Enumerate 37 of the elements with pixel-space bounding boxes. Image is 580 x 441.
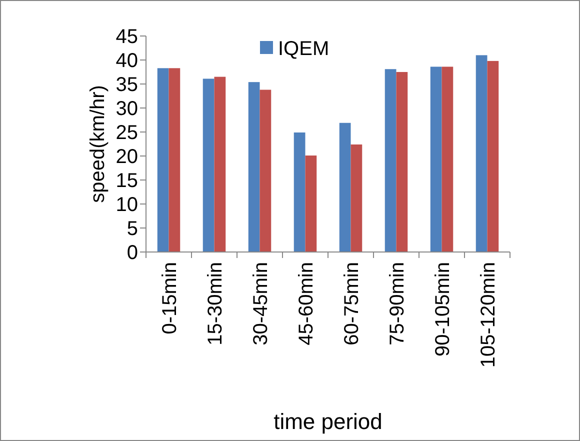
y-tick-label: 25 (116, 122, 138, 144)
y-tick-label: 30 (116, 98, 138, 120)
bar (339, 122, 351, 252)
bar (430, 66, 442, 252)
bar (305, 156, 317, 252)
bar (476, 55, 488, 252)
bar (260, 90, 272, 252)
x-tick-label: 90-105min (432, 262, 454, 357)
y-tick-label: 45 (116, 26, 138, 48)
x-tick-label: 15-30min (204, 262, 226, 346)
x-tick-label: 45-60min (295, 262, 318, 346)
x-tick-label: 60-75min (340, 262, 363, 346)
y-tick-label: 40 (116, 50, 138, 72)
y-tick-label: 20 (116, 146, 138, 168)
x-tick-label: 30-45min (250, 262, 272, 346)
y-tick-label: 15 (116, 170, 138, 192)
bar (214, 76, 226, 252)
x-tick-label: 75-90min (386, 262, 408, 346)
y-tick-label: 5 (126, 218, 138, 240)
y-tick-label: 10 (116, 194, 138, 216)
bar (248, 82, 260, 252)
legend-label: IQEM (278, 38, 330, 60)
bar (350, 144, 362, 252)
bar (396, 72, 408, 252)
bar (384, 69, 396, 252)
bar (442, 66, 454, 252)
bar (294, 132, 306, 252)
x-tick-label: 105-120min (477, 262, 500, 368)
y-tick-label: 35 (116, 74, 138, 96)
bar (202, 78, 214, 252)
x-axis-title: time period (274, 409, 382, 434)
bar (157, 68, 169, 252)
y-axis-title: speed(km/hr) (87, 85, 109, 203)
x-tick-label: 0-15min (158, 262, 181, 334)
bar (168, 68, 180, 252)
y-tick-label: 0 (126, 242, 138, 264)
bar (487, 60, 499, 252)
